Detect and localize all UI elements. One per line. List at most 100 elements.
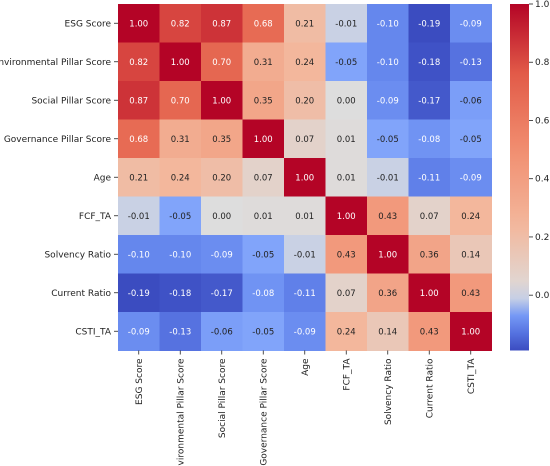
- cell-value-label: 1.00: [254, 135, 273, 145]
- column-tick-labels: ESG Score Environmental Pillar Score Socia…: [135, 350, 477, 466]
- heatmap-cell: [325, 158, 368, 197]
- heatmap-cell: [118, 312, 160, 351]
- heatmap-cell: [201, 42, 243, 82]
- cell-value-label: -0.09: [128, 327, 150, 337]
- heatmap-cell: [159, 42, 202, 82]
- heatmap-cell: [325, 119, 368, 159]
- heatmap-cell: [118, 4, 160, 43]
- heatmap-cell: [201, 4, 243, 43]
- cell-value-label: 0.24: [295, 58, 314, 68]
- heatmap-cell: [408, 119, 451, 159]
- heatmap-cell: [408, 81, 451, 120]
- heatmap-cell: [284, 81, 326, 120]
- cell-value-label: 0.07: [337, 289, 356, 299]
- cell-value-label: 0.35: [254, 96, 273, 106]
- cell-value-label: 0.24: [461, 212, 480, 222]
- row-tick-label: Solvency Ratio: [44, 250, 111, 260]
- row-tick-label: ESG Score: [65, 19, 112, 29]
- cell-value-label: -0.11: [418, 173, 440, 183]
- row-tick-label: Age: [94, 173, 112, 183]
- cell-value-label: 0.68: [129, 135, 148, 145]
- column-tick-label: Current Ratio: [425, 358, 435, 418]
- heatmap-cell: [242, 312, 285, 351]
- heatmap-cell: [284, 273, 326, 313]
- heatmap-cell: [118, 273, 160, 313]
- cell-value-label: 0.07: [254, 173, 273, 183]
- cell-value-label: 0.35: [212, 135, 231, 145]
- heatmap-cell: [284, 312, 326, 351]
- cell-value-label: 0.36: [378, 289, 397, 299]
- heatmap-cell: [201, 196, 243, 236]
- cell-value-label: 0.43: [378, 212, 397, 222]
- heatmap-cell: [408, 196, 451, 236]
- row-tick-label: Governance Pillar Score: [4, 135, 112, 145]
- heatmap-cell: [284, 119, 326, 159]
- column-tick-label: Social Pillar Score: [218, 358, 228, 438]
- cell-value-label: -0.08: [252, 289, 274, 299]
- row-tick-label: Environmental Pillar Score: [0, 58, 111, 68]
- cell-value-label: 1.00: [461, 327, 480, 337]
- cell-value-label: -0.09: [460, 19, 482, 29]
- cell-value-label: -0.05: [169, 212, 191, 222]
- cell-value-label: 0.82: [129, 58, 148, 68]
- heatmap-cell: [367, 119, 409, 159]
- cell-value-label: 1.00: [295, 173, 314, 183]
- cell-value-label: -0.01: [294, 250, 316, 260]
- cell-value-label: -0.13: [169, 327, 191, 337]
- heatmap-cell: [408, 235, 451, 274]
- heatmap-cell: [450, 42, 492, 82]
- heatmap-cell: [367, 196, 409, 236]
- heatmap-cell: [159, 235, 202, 274]
- heatmap-cell: [367, 273, 409, 313]
- cell-value-label: -0.10: [377, 58, 399, 68]
- column-tick-label: FCF_TA: [342, 358, 352, 391]
- heatmap-cell: [408, 312, 451, 351]
- heatmap-cell: [118, 196, 160, 236]
- row-tick-labels: ESG Score Environmental Pillar Score Socia…: [0, 19, 118, 337]
- heatmap-cell: [159, 119, 202, 159]
- heatmap-cell: [201, 273, 243, 313]
- row-tick-label: CSTI_TA: [75, 327, 111, 337]
- cell-value-label: 0.01: [254, 212, 273, 222]
- column-tick-label: Age: [301, 358, 311, 376]
- cell-value-label: -0.05: [460, 135, 482, 145]
- heatmap-cell: [118, 235, 160, 274]
- cell-value-label: -0.05: [335, 58, 357, 68]
- cell-value-label: 0.20: [295, 96, 314, 106]
- cell-value-label: -0.17: [211, 289, 233, 299]
- cell-value-label: -0.08: [418, 135, 440, 145]
- heatmap-cell: [450, 4, 492, 43]
- cell-value-label: -0.19: [128, 289, 150, 299]
- heatmap-cell: [408, 42, 451, 82]
- heatmap-cell: [201, 158, 243, 197]
- cell-value-label: -0.11: [294, 289, 316, 299]
- cell-value-label: 0.68: [254, 19, 273, 29]
- cell-value-label: 1.00: [212, 96, 231, 106]
- heatmap-cell: [284, 196, 326, 236]
- cell-value-label: 0.87: [129, 96, 148, 106]
- cell-value-label: 0.31: [254, 58, 273, 68]
- heatmap-cell: [159, 196, 202, 236]
- cell-value-label: 0.01: [337, 173, 356, 183]
- cell-value-label: 0.00: [212, 212, 231, 222]
- cell-value-label: -0.09: [294, 327, 316, 337]
- heatmap-cell: [450, 81, 492, 120]
- heatmap-cell: [450, 273, 492, 313]
- heatmap-cell: [367, 4, 409, 43]
- heatmap-cell: [325, 42, 368, 82]
- cell-value-label: -0.05: [252, 327, 274, 337]
- cell-value-label: 0.01: [337, 135, 356, 145]
- heatmap-cell: [325, 235, 368, 274]
- cell-value-label: -0.05: [377, 135, 399, 145]
- heatmap-cell: [325, 196, 368, 236]
- heatmap-cell: [118, 81, 160, 120]
- heatmap-cell: [201, 235, 243, 274]
- colorbar-tick-label: 0.0: [535, 291, 550, 301]
- cell-value-label: 0.21: [129, 173, 148, 183]
- heatmap-cell: [159, 81, 202, 120]
- column-tick-label: Environmental Pillar Score: [176, 358, 186, 466]
- heatmap-cell: [450, 196, 492, 236]
- cell-value-label: 0.70: [171, 96, 190, 106]
- heatmap-cell: [118, 158, 160, 197]
